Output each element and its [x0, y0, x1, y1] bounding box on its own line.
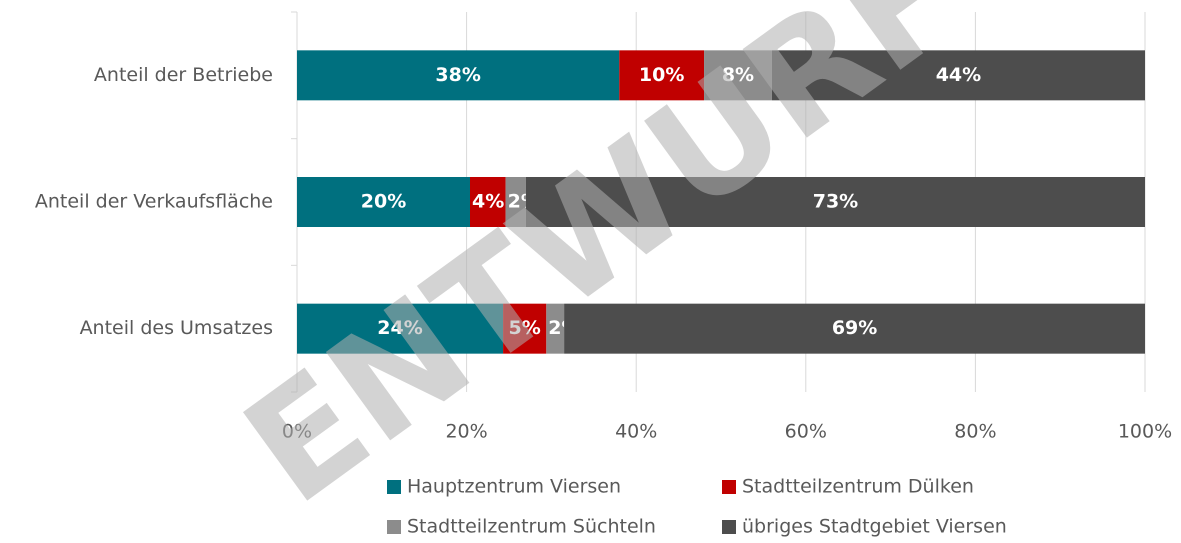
plot: 0% 20% 40% 60% 80% 100% Anteil der Betriebe 38%… [35, 11, 1172, 538]
bar-segment [297, 50, 620, 101]
legend-swatch [722, 480, 736, 494]
y-tick-label: Anteil der Betriebe [94, 64, 273, 86]
legend-label: Stadtteilzentrum Süchteln [407, 516, 656, 538]
data-label: 73% [813, 191, 858, 213]
bar-segment [546, 303, 565, 354]
data-label: 44% [936, 64, 981, 86]
bar-segment [619, 50, 705, 101]
data-label: 4% [472, 191, 504, 213]
x-tick-label: 100% [1118, 421, 1172, 443]
bar-segment [505, 177, 526, 227]
bar-segment [503, 303, 547, 354]
bar-segment [704, 50, 772, 101]
legend-swatch [722, 520, 736, 534]
bar-segment [469, 177, 506, 227]
x-tick-label: 20% [445, 421, 487, 443]
data-label: 8% [722, 64, 754, 86]
x-tick-label: 60% [785, 421, 827, 443]
bar-segment [525, 177, 1145, 227]
legend-label: Stadtteilzentrum Dülken [742, 476, 974, 498]
bar-segment [297, 303, 504, 354]
legend-swatch [387, 520, 401, 534]
data-label: 24% [377, 317, 422, 339]
bar-segment [297, 177, 470, 227]
y-tick-label: Anteil der Verkaufsfläche [35, 191, 273, 213]
x-tick-label: 40% [615, 421, 657, 443]
legend-label: übriges Stadtgebiet Viersen [742, 516, 1007, 538]
data-label: 69% [832, 317, 877, 339]
data-label: 10% [639, 64, 684, 86]
legend-swatch [387, 480, 401, 494]
x-tick-label: 0% [282, 421, 312, 443]
data-label: 38% [435, 64, 480, 86]
legend-label: Hauptzentrum Viersen [407, 476, 621, 498]
bar-segment [564, 303, 1145, 354]
data-label: 20% [361, 191, 406, 213]
x-tick-label: 80% [954, 421, 996, 443]
y-tick-label: Anteil des Umsatzes [80, 317, 273, 339]
data-label: 5% [509, 317, 541, 339]
bar-segment [771, 50, 1145, 101]
